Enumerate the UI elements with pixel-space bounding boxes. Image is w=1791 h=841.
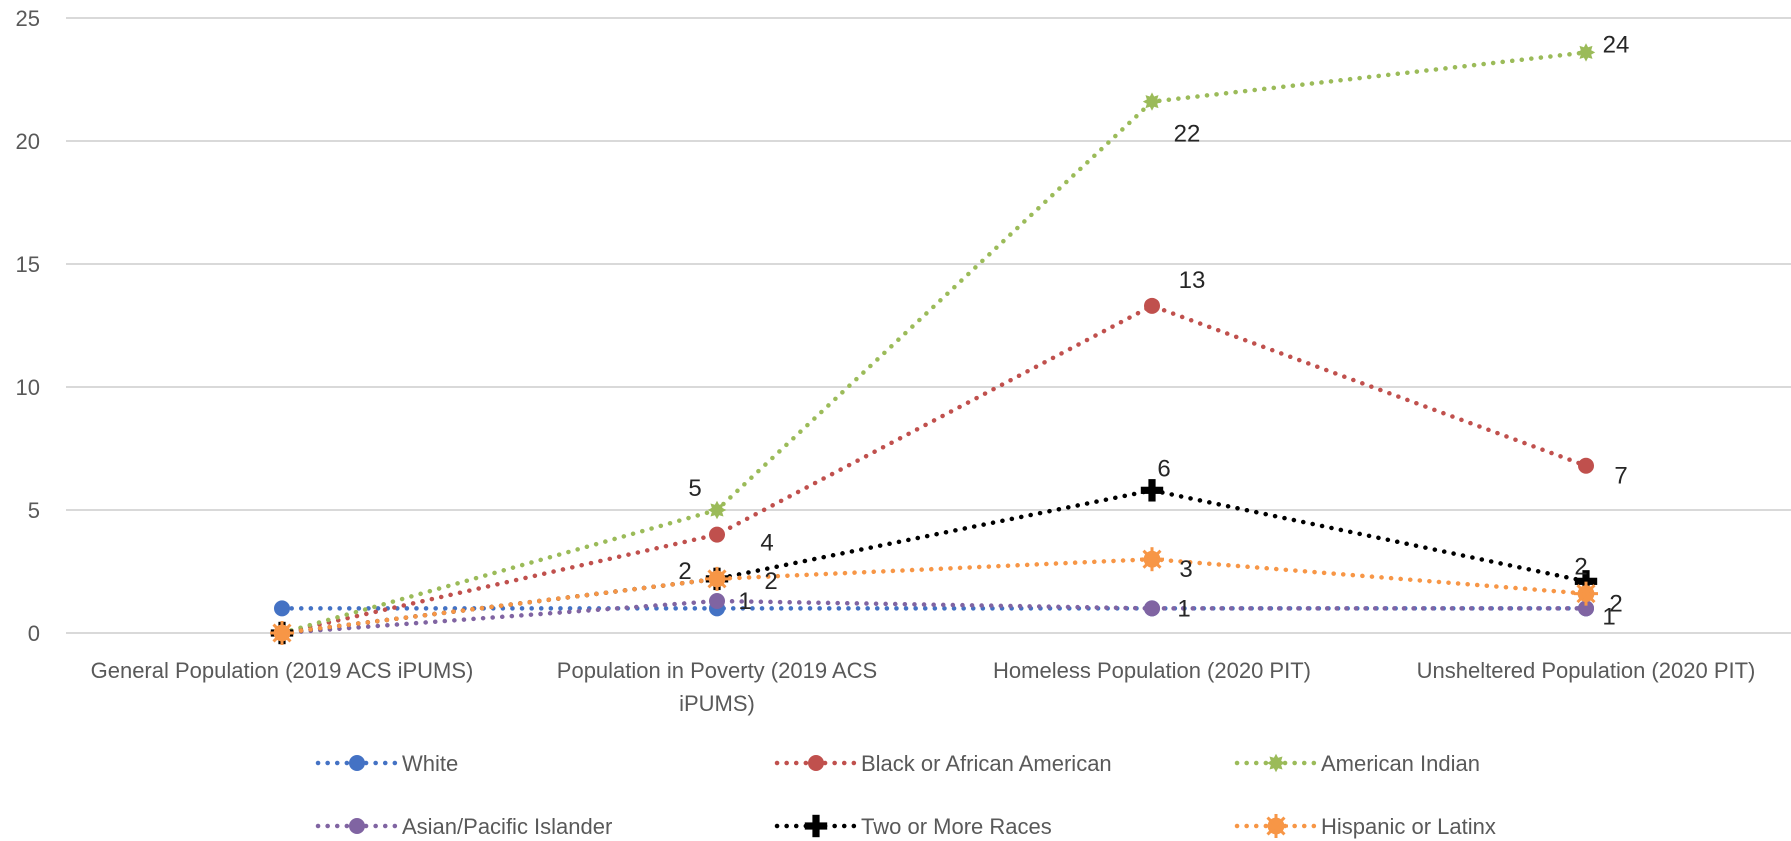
series-line-hispanic-or-latinx (279, 556, 1589, 636)
x-axis-category-labels: General Population (2019 ACS iPUMS) Popul… (91, 658, 1756, 716)
legend-swatch-marker (1266, 753, 1286, 773)
legend-item-white: White (315, 751, 458, 776)
data-label-hispanic-or-latinx-2: 2 (764, 568, 777, 595)
series-line-asian-pacific-islander (279, 598, 1589, 636)
legend-swatch-marker (808, 755, 824, 771)
y-tick-label-15: 15 (16, 252, 40, 277)
point-hispanic-or-latinx-4 (1574, 581, 1598, 606)
point-asian-pacific-islander-3 (1144, 600, 1160, 617)
series-line-american-indian (279, 50, 1589, 636)
legend-swatch-marker (349, 755, 365, 771)
y-tick-label-20: 20 (16, 129, 40, 154)
y-tick-label-0: 0 (28, 621, 40, 646)
legend-item-asian-pacific-islander: Asian/Pacific Islander (315, 814, 612, 839)
point-american-indian-3 (1142, 92, 1162, 111)
legend-item-hispanic-or-latinx: Hispanic or Latinx (1234, 814, 1496, 839)
point-hispanic-or-latinx-1 (270, 621, 294, 645)
data-label-hispanic-or-latinx-4: 2 (1609, 591, 1622, 618)
point-two-or-more-races-4 (1574, 570, 1598, 593)
legend-swatch-marker (1264, 814, 1288, 838)
point-asian-pacific-islander-4 (1578, 600, 1594, 617)
x-category-label-3: Homeless Population (2020 PIT) (993, 658, 1311, 683)
y-tick-label-25: 25 (16, 6, 40, 31)
gridlines (66, 17, 1791, 634)
data-label-asian-pacific-islander-2: 1 (738, 588, 751, 615)
data-label-american-indian-3: 22 (1174, 121, 1201, 148)
x-category-label-4: Unsheltered Population (2020 PIT) (1417, 658, 1756, 683)
point-american-indian-4 (1576, 43, 1596, 62)
data-label-american-indian-2: 5 (688, 475, 701, 502)
data-label-two-or-more-races-4: 2 (1574, 553, 1587, 580)
data-label-asian-pacific-islander-4: 1 (1602, 603, 1615, 630)
point-black-or-african-american-2 (709, 526, 725, 543)
legend-swatch-marker (349, 818, 365, 834)
legend-label: Two or More Races (861, 814, 1052, 839)
legend-label: Black or African American (861, 751, 1112, 776)
data-label-two-or-more-races-3: 6 (1157, 455, 1170, 482)
legend: White Black or African American American I… (315, 751, 1496, 839)
point-american-indian-2 (707, 500, 727, 520)
data-label-black-or-african-american-3: 13 (1179, 267, 1206, 294)
legend-swatch-marker (804, 814, 828, 838)
legend-item-american-indian: American Indian (1234, 751, 1480, 776)
series-line-two-or-more-races (279, 488, 1589, 636)
legend-label: Hispanic or Latinx (1321, 814, 1496, 839)
y-tick-label-5: 5 (28, 498, 40, 523)
data-label-american-indian-4: 24 (1603, 31, 1630, 58)
data-label-black-or-african-american-4: 7 (1614, 463, 1627, 490)
legend-item-two-or-more-races: Two or More Races (774, 814, 1052, 839)
data-label-black-or-african-american-2: 4 (760, 530, 773, 557)
series-lines (279, 50, 1589, 636)
legend-item-black-or-african-american: Black or African American (774, 751, 1112, 776)
data-label-hispanic-or-latinx-3: 3 (1179, 556, 1192, 583)
point-two-or-more-races-3 (1140, 479, 1164, 502)
series-markers (270, 43, 1598, 645)
y-tick-label-10: 10 (16, 375, 40, 400)
x-category-label-1: General Population (2019 ACS iPUMS) (91, 658, 474, 683)
data-label-asian-pacific-islander-3: 1 (1177, 595, 1190, 622)
point-hispanic-or-latinx-3 (1140, 547, 1164, 572)
legend-label: White (402, 751, 458, 776)
point-black-or-african-american-4 (1578, 457, 1594, 474)
series-line-black-or-african-american (279, 303, 1589, 636)
point-white-1 (274, 600, 290, 617)
y-axis-tick-labels: 0 5 10 15 20 25 (16, 6, 40, 646)
point-black-or-african-american-3 (1144, 297, 1160, 314)
legend-label: Asian/Pacific Islander (402, 814, 612, 839)
x-category-label-2-line-1: Population in Poverty (2019 ACS (557, 658, 877, 683)
point-asian-pacific-islander-2 (709, 593, 725, 610)
point-hispanic-or-latinx-2 (705, 566, 729, 591)
data-label-two-or-more-races-2: 2 (678, 558, 691, 585)
legend-label: American Indian (1321, 751, 1480, 776)
x-category-label-2-line-2: iPUMS) (679, 691, 755, 716)
